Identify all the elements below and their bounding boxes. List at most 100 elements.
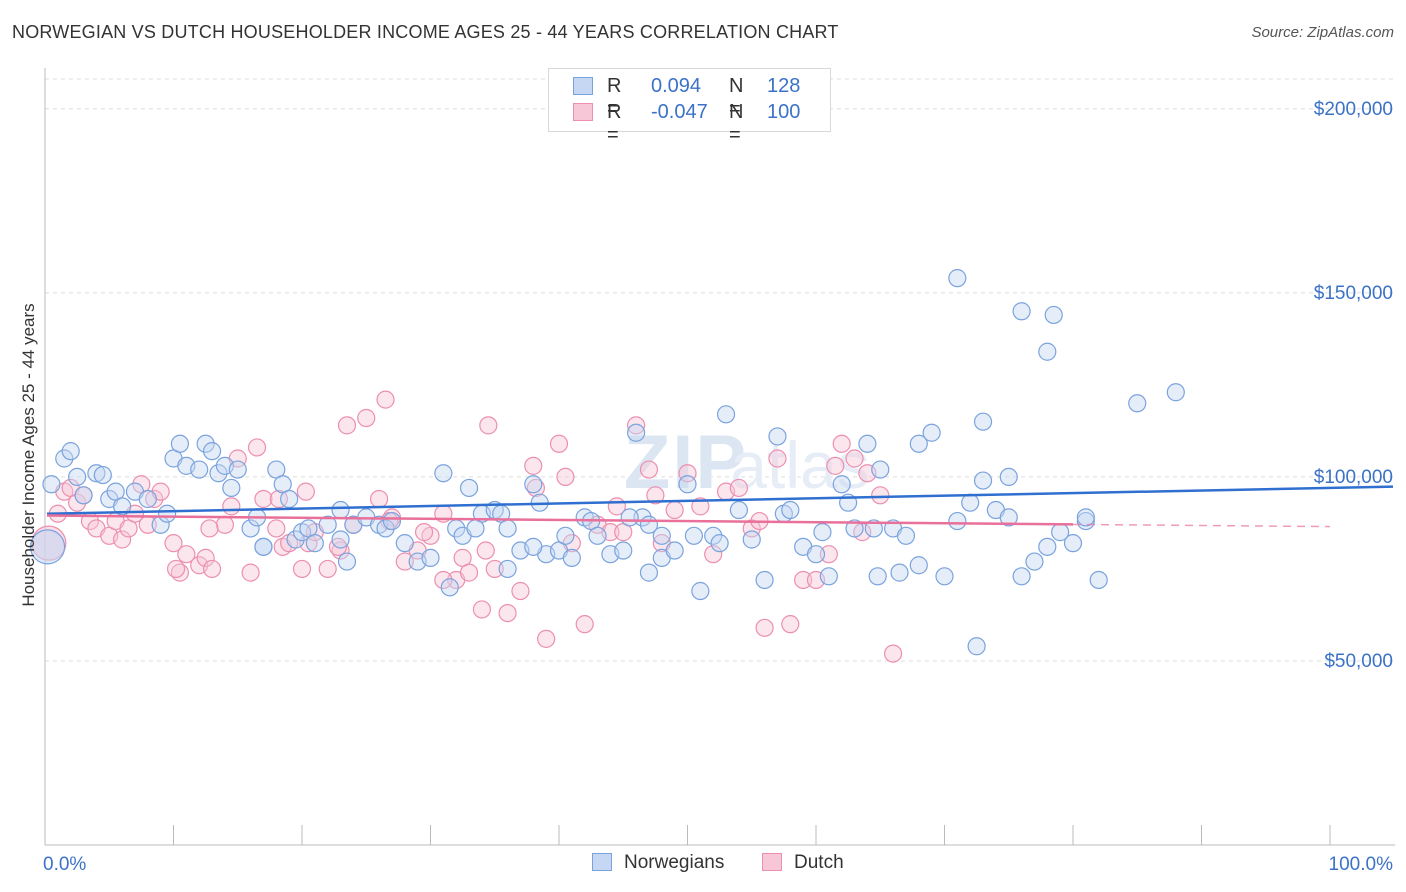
x-tick-label: 100.0% bbox=[1329, 854, 1394, 875]
norwegians-point bbox=[781, 500, 800, 520]
norwegians-point bbox=[1012, 302, 1031, 321]
y-tick-label: $200,000 bbox=[1314, 99, 1393, 120]
norwegians-point bbox=[202, 442, 222, 461]
norwegians-point bbox=[87, 464, 106, 483]
dutch-point bbox=[845, 449, 864, 468]
dutch-point bbox=[292, 559, 312, 579]
r-label: R = bbox=[607, 75, 622, 120]
norwegians-point bbox=[228, 460, 247, 479]
norwegians-point bbox=[626, 423, 646, 442]
y-tick-label: $50,000 bbox=[1324, 651, 1393, 672]
norwegians-point bbox=[665, 541, 684, 560]
dutch-point bbox=[200, 519, 219, 538]
norwegians-point bbox=[973, 471, 993, 490]
norwegians-point bbox=[498, 519, 517, 538]
norwegians-point bbox=[961, 493, 980, 512]
dutch-point bbox=[177, 545, 196, 564]
dutch-point bbox=[164, 534, 183, 553]
norwegians-point bbox=[241, 519, 260, 538]
norwegians-point bbox=[871, 460, 890, 479]
dutch-point bbox=[524, 456, 543, 475]
dutch-point bbox=[704, 545, 723, 564]
dutch-point bbox=[646, 486, 665, 505]
norwegians-trend-line bbox=[46, 485, 1394, 515]
norwegians-point bbox=[896, 526, 916, 545]
stats-legend: R = 0.094 N = 128 R = -0.047 N = 100 bbox=[548, 68, 831, 146]
dutch-point bbox=[414, 523, 434, 542]
dutch-swatch bbox=[762, 853, 782, 871]
dutch-point bbox=[166, 559, 186, 579]
norwegians-point bbox=[909, 434, 928, 453]
dutch-point bbox=[819, 545, 838, 564]
norwegians-point bbox=[459, 478, 479, 498]
norwegians-point bbox=[331, 500, 350, 520]
norwegians-point bbox=[999, 467, 1018, 487]
norwegians-point bbox=[1128, 394, 1147, 413]
norwegians-points bbox=[29, 269, 1185, 656]
norwegians-point bbox=[868, 567, 887, 586]
dutch-point bbox=[832, 434, 851, 453]
norwegians-point bbox=[42, 475, 61, 494]
norwegians-point bbox=[395, 534, 414, 553]
dutch-point bbox=[768, 449, 787, 468]
dutch-point bbox=[511, 581, 530, 601]
norwegians-point bbox=[498, 559, 517, 579]
dutch-point bbox=[318, 559, 337, 579]
dutch-point bbox=[537, 629, 556, 648]
dutch-trend-line bbox=[46, 514, 1074, 526]
dutch-point bbox=[472, 600, 491, 619]
norwegians-point bbox=[678, 475, 697, 494]
norwegians-point bbox=[434, 464, 453, 483]
norwegians-point bbox=[1166, 383, 1185, 402]
norwegians-point bbox=[29, 529, 66, 565]
r-value: 0.094 bbox=[651, 75, 702, 97]
norwegians-point bbox=[74, 486, 93, 505]
norwegians-point bbox=[948, 511, 967, 531]
dutch-point bbox=[549, 434, 569, 453]
legend-label: Norwegians bbox=[624, 852, 725, 873]
dutch-point bbox=[376, 390, 395, 409]
norwegians-point bbox=[254, 537, 273, 556]
dutch-point bbox=[639, 460, 659, 479]
y-tick-label: $150,000 bbox=[1314, 283, 1393, 304]
norwegians-point bbox=[845, 519, 864, 538]
norwegians-point bbox=[170, 434, 190, 453]
dutch-point bbox=[575, 615, 594, 634]
dutch-point bbox=[883, 644, 903, 663]
legend-label: Dutch bbox=[794, 852, 844, 873]
norwegians-point bbox=[68, 467, 87, 487]
norwegians-point bbox=[729, 500, 749, 520]
norwegians-swatch bbox=[592, 853, 612, 871]
norwegians-point bbox=[813, 523, 832, 542]
n-label: N = bbox=[729, 101, 744, 146]
dutch-point bbox=[370, 489, 389, 509]
dutch-point bbox=[68, 493, 87, 512]
source-label: Source: ZipAtlas.com bbox=[1251, 24, 1394, 41]
chart-title: NORWEGIAN VS DUTCH HOUSEHOLDER INCOME AG… bbox=[12, 22, 839, 42]
norwegians-point bbox=[556, 526, 575, 545]
dutch-point bbox=[145, 489, 164, 509]
norwegians-point bbox=[562, 548, 581, 567]
dutch-point bbox=[476, 541, 495, 560]
norwegians-point bbox=[742, 530, 761, 549]
tick-labels: $50,000 $100,000 $150,000 $200,000 0.0% 100.0… bbox=[43, 99, 1393, 875]
dutch-point bbox=[871, 486, 890, 505]
dutch-point bbox=[215, 515, 234, 534]
norwegians-point bbox=[652, 526, 671, 545]
dutch-point bbox=[222, 497, 241, 516]
norwegians-point bbox=[1063, 534, 1083, 553]
norwegians-point bbox=[157, 504, 177, 523]
norwegians-point bbox=[639, 563, 659, 582]
norwegians-point bbox=[55, 449, 74, 468]
dutch-point bbox=[459, 563, 479, 582]
dutch-point bbox=[112, 530, 132, 549]
norwegians-point bbox=[1012, 567, 1031, 586]
dutch-point bbox=[479, 416, 498, 435]
norwegians-point bbox=[112, 497, 132, 516]
r-label: R = bbox=[607, 101, 622, 146]
norwegians-point bbox=[716, 405, 736, 424]
r-value: -0.047 bbox=[651, 101, 708, 123]
dutch-point bbox=[267, 519, 286, 538]
dutch-point bbox=[247, 438, 267, 457]
norwegians-point bbox=[138, 489, 157, 509]
